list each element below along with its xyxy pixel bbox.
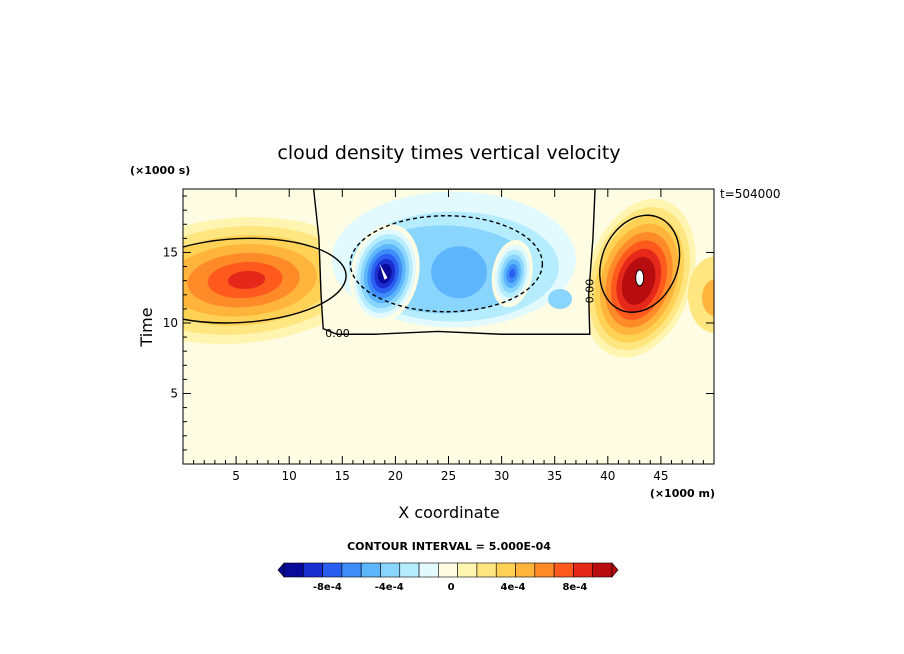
downdraft-core-2 (491, 239, 533, 308)
downdraft-peak-cell (379, 263, 388, 280)
zero-contour-label-2: 0.00 (584, 279, 597, 304)
y-tick-label: 5 (170, 386, 178, 400)
y-tick-label: 10 (163, 316, 178, 330)
y-tick-label: 15 (163, 245, 178, 259)
colorbar-cell (495, 562, 516, 578)
colorbar-cell (592, 562, 613, 578)
colorbar-cell (283, 562, 304, 578)
left-updraft-blob-level-7 (227, 270, 266, 290)
contour-interval-label: CONTOUR INTERVAL = 5.000E-04 (347, 540, 551, 553)
colorbar-tick-label: -4e-4 (375, 582, 404, 593)
colorbar-cell (534, 562, 555, 578)
x-scale-label: (×1000 m) (650, 487, 715, 500)
x-tick-label: 45 (653, 469, 668, 483)
negative-contour-line (349, 215, 544, 313)
left-updraft-blob (183, 208, 386, 354)
colorbar-cell (302, 562, 323, 578)
colorbar-tick-label: -8e-4 (313, 582, 342, 593)
zero-contour-label-1: 0.00 (325, 327, 350, 340)
colorbar-tick-label: 4e-4 (501, 582, 526, 593)
left-positive-contour (183, 237, 347, 324)
colorbar-high-arrow (611, 562, 619, 578)
colorbar-low-arrow (277, 562, 285, 578)
edge-updraft-outer (688, 256, 714, 333)
colorbar-cell (418, 562, 439, 578)
x-tick-label: 35 (547, 469, 562, 483)
colorbar-cell (476, 562, 497, 578)
colorbar-cell (380, 562, 401, 578)
x-tick-label: 20 (388, 469, 403, 483)
colorbar-cell (553, 562, 574, 578)
colorbar-cell (457, 562, 478, 578)
y-axis-label: Time (137, 307, 156, 347)
colorbar-tick-label: 0 (448, 582, 455, 593)
edge-updraft-inner (702, 279, 714, 316)
colorbar-tick-label: 8e-4 (562, 582, 587, 593)
colorbar-cell (573, 562, 594, 578)
colorbar-cell (322, 562, 343, 578)
downdraft-small-blob (548, 289, 573, 309)
downdraft-mid-blob (431, 246, 488, 299)
zero-contour-line (312, 189, 596, 335)
x-tick-label: 25 (441, 469, 456, 483)
updraft-peak-cell (635, 269, 645, 287)
right-positive-contour (599, 214, 681, 313)
x-axis-label: X coordinate (398, 503, 499, 522)
x-tick-label: 5 (232, 469, 240, 483)
colorbar: -8e-4 -4e-4 0 4e-4 8e-4 (277, 562, 619, 593)
colorbar-cell (438, 562, 458, 578)
colorbar-cell (515, 562, 536, 578)
y-scale-label: (×1000 s) (130, 164, 190, 177)
downdraft-core-2-level-6 (509, 268, 516, 279)
x-tick-label: 10 (282, 469, 297, 483)
colorbar-cell (360, 562, 381, 578)
x-tick-label: 15 (335, 469, 350, 483)
x-tick-label: 30 (494, 469, 509, 483)
colorbar-cell (341, 562, 362, 578)
time-annotation: t=504000 (720, 187, 781, 201)
colorbar-cell (399, 562, 420, 578)
plot-area (183, 189, 714, 464)
chart-title: cloud density times vertical velocity (277, 142, 620, 164)
edge-updraft-blob (688, 256, 714, 333)
x-tick-label: 40 (600, 469, 615, 483)
